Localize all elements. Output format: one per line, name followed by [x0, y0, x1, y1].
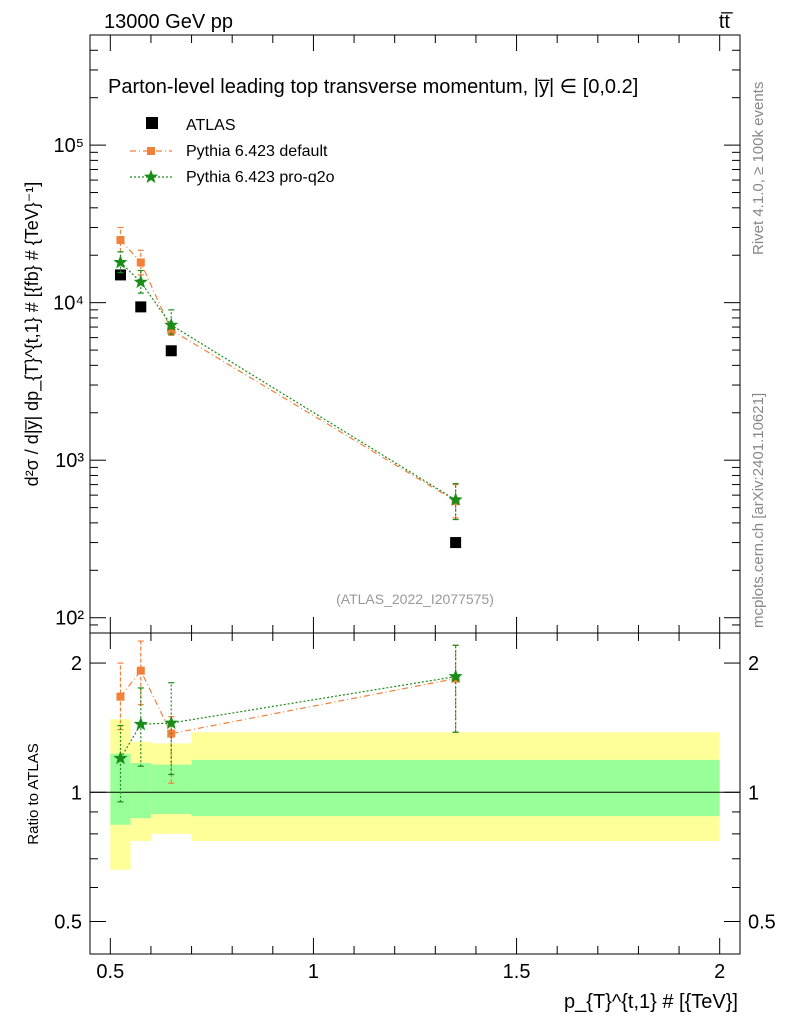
watermark: (ATLAS_2022_I2077575) [336, 591, 494, 607]
legend-default-label: Pythia 6.423 default [186, 143, 328, 160]
main-ytick-label: 10⁴ [53, 293, 84, 315]
ratio-series [113, 640, 463, 803]
main-marker [165, 345, 177, 357]
main-ytick-label: 10³ [55, 450, 84, 472]
main-marker [448, 492, 463, 506]
main-ticks: 10² 10³ 10⁴ 10⁵ [53, 34, 740, 634]
ratio-xtick-label: 1 [308, 961, 319, 983]
ratio-frame [89, 632, 741, 955]
ratio-series-line [120, 669, 456, 735]
main-marker [164, 317, 179, 332]
ratio-band-green [150, 764, 192, 815]
ratio-bands [110, 719, 720, 870]
energy-label: 13000 GeV pp [104, 11, 233, 33]
ratio-ytick-label-right: 1 [748, 782, 759, 804]
legend-default-marker [147, 147, 155, 155]
main-series [113, 226, 463, 549]
ratio-ylabel: Ratio to ATLAS [25, 743, 42, 844]
main-marker [136, 258, 145, 267]
main-series-line [120, 239, 456, 502]
main-series-line [120, 261, 456, 501]
ratio-marker [113, 750, 128, 765]
main-marker [114, 269, 126, 281]
main-marker [133, 274, 148, 289]
legend-atlas-marker [146, 117, 158, 129]
ratio-xtick-label: 1.5 [503, 961, 531, 983]
ratio-xtick-label: 0.5 [96, 961, 124, 983]
process-label: tt̅ [719, 11, 733, 33]
ratio-marker [116, 692, 125, 701]
main-panel: 10² 10³ 10⁴ 10⁵ Parton-level leading top tr… [22, 34, 741, 634]
mcplots-label: mcplots.cern.ch [arXiv:2401.10621] [750, 393, 767, 628]
main-ytick-label: 10⁵ [53, 135, 84, 157]
main-marker [116, 235, 125, 244]
ratio-xtick-label: 2 [714, 961, 725, 983]
ratio-ticks: 0.5 0.5 1 1 2 2 0.5 1 1.5 2 [54, 633, 776, 983]
ratio-marker [136, 666, 145, 675]
main-marker [135, 301, 147, 313]
ratio-marker [164, 715, 179, 730]
main-ylabel: d²σ / d|y̅| dp_{T}^{t,1} # [{fb} # {TeV}… [22, 182, 43, 487]
legend-atlas-label: ATLAS [186, 117, 236, 134]
legend-proq2o-marker [143, 169, 159, 184]
ratio-marker [448, 669, 463, 683]
rivet-label: Rivet 4.1.0, ≥ 100k events [750, 82, 767, 255]
ratio-ytick-label-left: 1 [71, 782, 82, 804]
ratio-ytick-label-left: 0.5 [54, 911, 82, 933]
main-ytick-label: 10² [55, 608, 84, 630]
ratio-ytick-label-right: 2 [748, 653, 759, 675]
main-marker [113, 255, 128, 269]
ratio-ytick-label-left: 2 [71, 653, 82, 675]
legend: ATLAS Pythia 6.423 default Pythia 6.423 … [130, 117, 335, 186]
legend-proq2o-label: Pythia 6.423 pro-q2o [186, 169, 335, 186]
ratio-ytick-label-right: 0.5 [748, 911, 776, 933]
ratio-band-green [191, 759, 720, 817]
x-axis-label: p_{T}^{t,1} # [{TeV}] [564, 991, 738, 1013]
ratio-panel: 0.5 0.5 1 1 2 2 0.5 1 1.5 2 Ratio to ATLAS p_{T}^… [25, 632, 776, 1013]
main-title: Parton-level leading top transverse mome… [108, 76, 638, 98]
main-marker [450, 537, 462, 549]
ratio-band-green [130, 763, 151, 819]
ratio-marker [133, 716, 148, 731]
